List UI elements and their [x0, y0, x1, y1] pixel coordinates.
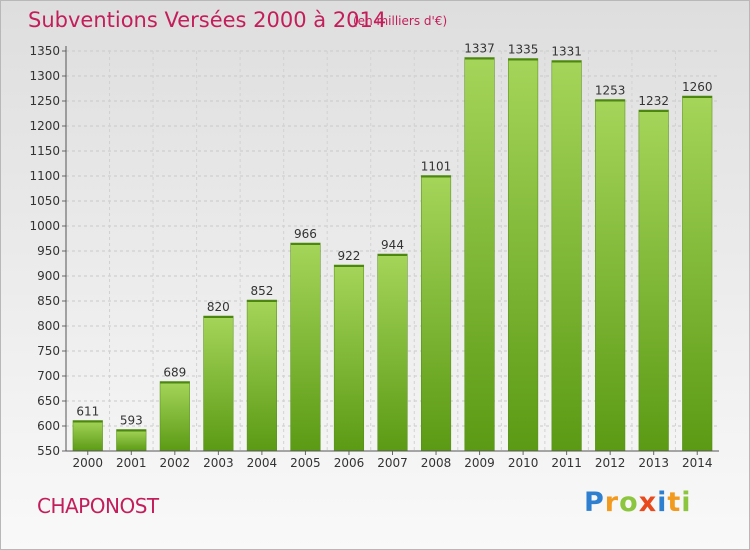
y-tick-label: 550	[37, 444, 60, 458]
y-tick-label: 1350	[29, 44, 60, 58]
y-tick-label: 1100	[29, 169, 60, 183]
commune-name: CHAPONOST	[37, 494, 159, 518]
logo-letter: o	[619, 487, 639, 518]
y-tick-label: 800	[37, 319, 60, 333]
x-tick-label: 2005	[290, 456, 321, 470]
data-label: 966	[294, 227, 317, 241]
data-label: 689	[163, 366, 186, 380]
x-tick-label: 2003	[203, 456, 234, 470]
bar-cap	[116, 429, 147, 432]
y-tick-label: 1250	[29, 94, 60, 108]
x-tick-label: 2012	[595, 456, 626, 470]
y-tick-label: 700	[37, 369, 60, 383]
bar-cap	[638, 110, 669, 112]
logo-letter: P	[584, 487, 605, 518]
bar-cap	[377, 254, 408, 256]
bar	[508, 58, 539, 452]
bar-cap	[508, 58, 538, 61]
y-tick-label: 900	[37, 269, 60, 283]
y-tick-label: 950	[37, 244, 60, 258]
data-label: 1232	[638, 94, 669, 108]
logo-letter: i	[681, 487, 692, 518]
x-tick-label: 2011	[551, 456, 582, 470]
bar-cap	[72, 420, 103, 423]
y-tick-label: 650	[37, 394, 60, 408]
x-tick-label: 2001	[116, 456, 147, 470]
bar	[333, 264, 365, 452]
x-tick-label: 2010	[508, 456, 539, 470]
x-tick-label: 2009	[464, 456, 495, 470]
bar	[638, 109, 669, 452]
bar	[464, 57, 495, 452]
data-label: 611	[76, 405, 99, 419]
bars: 611 593 689 820 852 966 922 944 1101 1337 1335 1331…	[72, 42, 713, 452]
data-label: 1331	[551, 45, 582, 59]
chart-unit: (en milliers d'€)	[353, 14, 448, 28]
y-tick-label: 1300	[29, 69, 60, 83]
y-tick-label: 600	[37, 419, 60, 433]
bar-cap	[682, 96, 713, 98]
bar	[682, 95, 713, 452]
bar-cap	[421, 175, 451, 178]
y-tick-label: 1200	[29, 119, 60, 133]
bar-cap	[160, 381, 190, 384]
axes: 550 600 650 700 750 800 850 900 950 1000 1050 1100 1…	[29, 44, 719, 470]
logo-letter: i	[657, 487, 668, 518]
logo-letter: t	[667, 487, 682, 518]
bar	[72, 420, 103, 452]
x-tick-label: 2002	[160, 456, 191, 470]
bar-cap	[464, 57, 495, 60]
bar-cap	[203, 316, 234, 318]
data-label: 852	[250, 284, 273, 298]
bar-cap	[290, 243, 321, 245]
data-label: 820	[207, 300, 230, 314]
bar	[246, 299, 277, 452]
data-label: 593	[120, 414, 143, 428]
data-label: 944	[381, 238, 404, 252]
x-tick-label: 2013	[638, 456, 669, 470]
data-label: 1260	[682, 80, 713, 94]
x-tick-label: 2000	[72, 456, 103, 470]
data-label: 922	[338, 249, 361, 263]
bar-cap	[334, 265, 364, 267]
y-tick-label: 750	[37, 344, 60, 358]
proxiti-logo: Proxiti	[584, 487, 692, 518]
bar	[551, 60, 582, 452]
bar-cap	[247, 300, 277, 302]
bar-cap	[595, 99, 625, 102]
bar	[420, 175, 452, 452]
bar-cap	[551, 60, 582, 63]
data-label: 1335	[508, 43, 539, 57]
y-tick-label: 1150	[29, 144, 60, 158]
logo-letter: r	[604, 487, 620, 518]
x-tick-label: 2014	[682, 456, 713, 470]
x-tick-label: 2006	[334, 456, 365, 470]
y-tick-label: 1050	[29, 194, 60, 208]
bar	[595, 99, 626, 452]
data-label: 1101	[421, 160, 452, 174]
x-tick-label: 2004	[247, 456, 278, 470]
bar	[290, 242, 321, 452]
y-tick-label: 850	[37, 294, 60, 308]
bar	[159, 381, 190, 452]
logo-letter: x	[638, 487, 658, 518]
bar	[116, 429, 147, 452]
bar	[203, 315, 234, 452]
x-tick-label: 2008	[421, 456, 452, 470]
bar	[377, 253, 408, 452]
y-tick-label: 1000	[29, 219, 60, 233]
chart-title: Subventions Versées 2000 à 2014	[28, 8, 387, 32]
data-label: 1253	[595, 84, 626, 98]
data-label: 1337	[464, 42, 495, 56]
x-tick-label: 2007	[377, 456, 408, 470]
